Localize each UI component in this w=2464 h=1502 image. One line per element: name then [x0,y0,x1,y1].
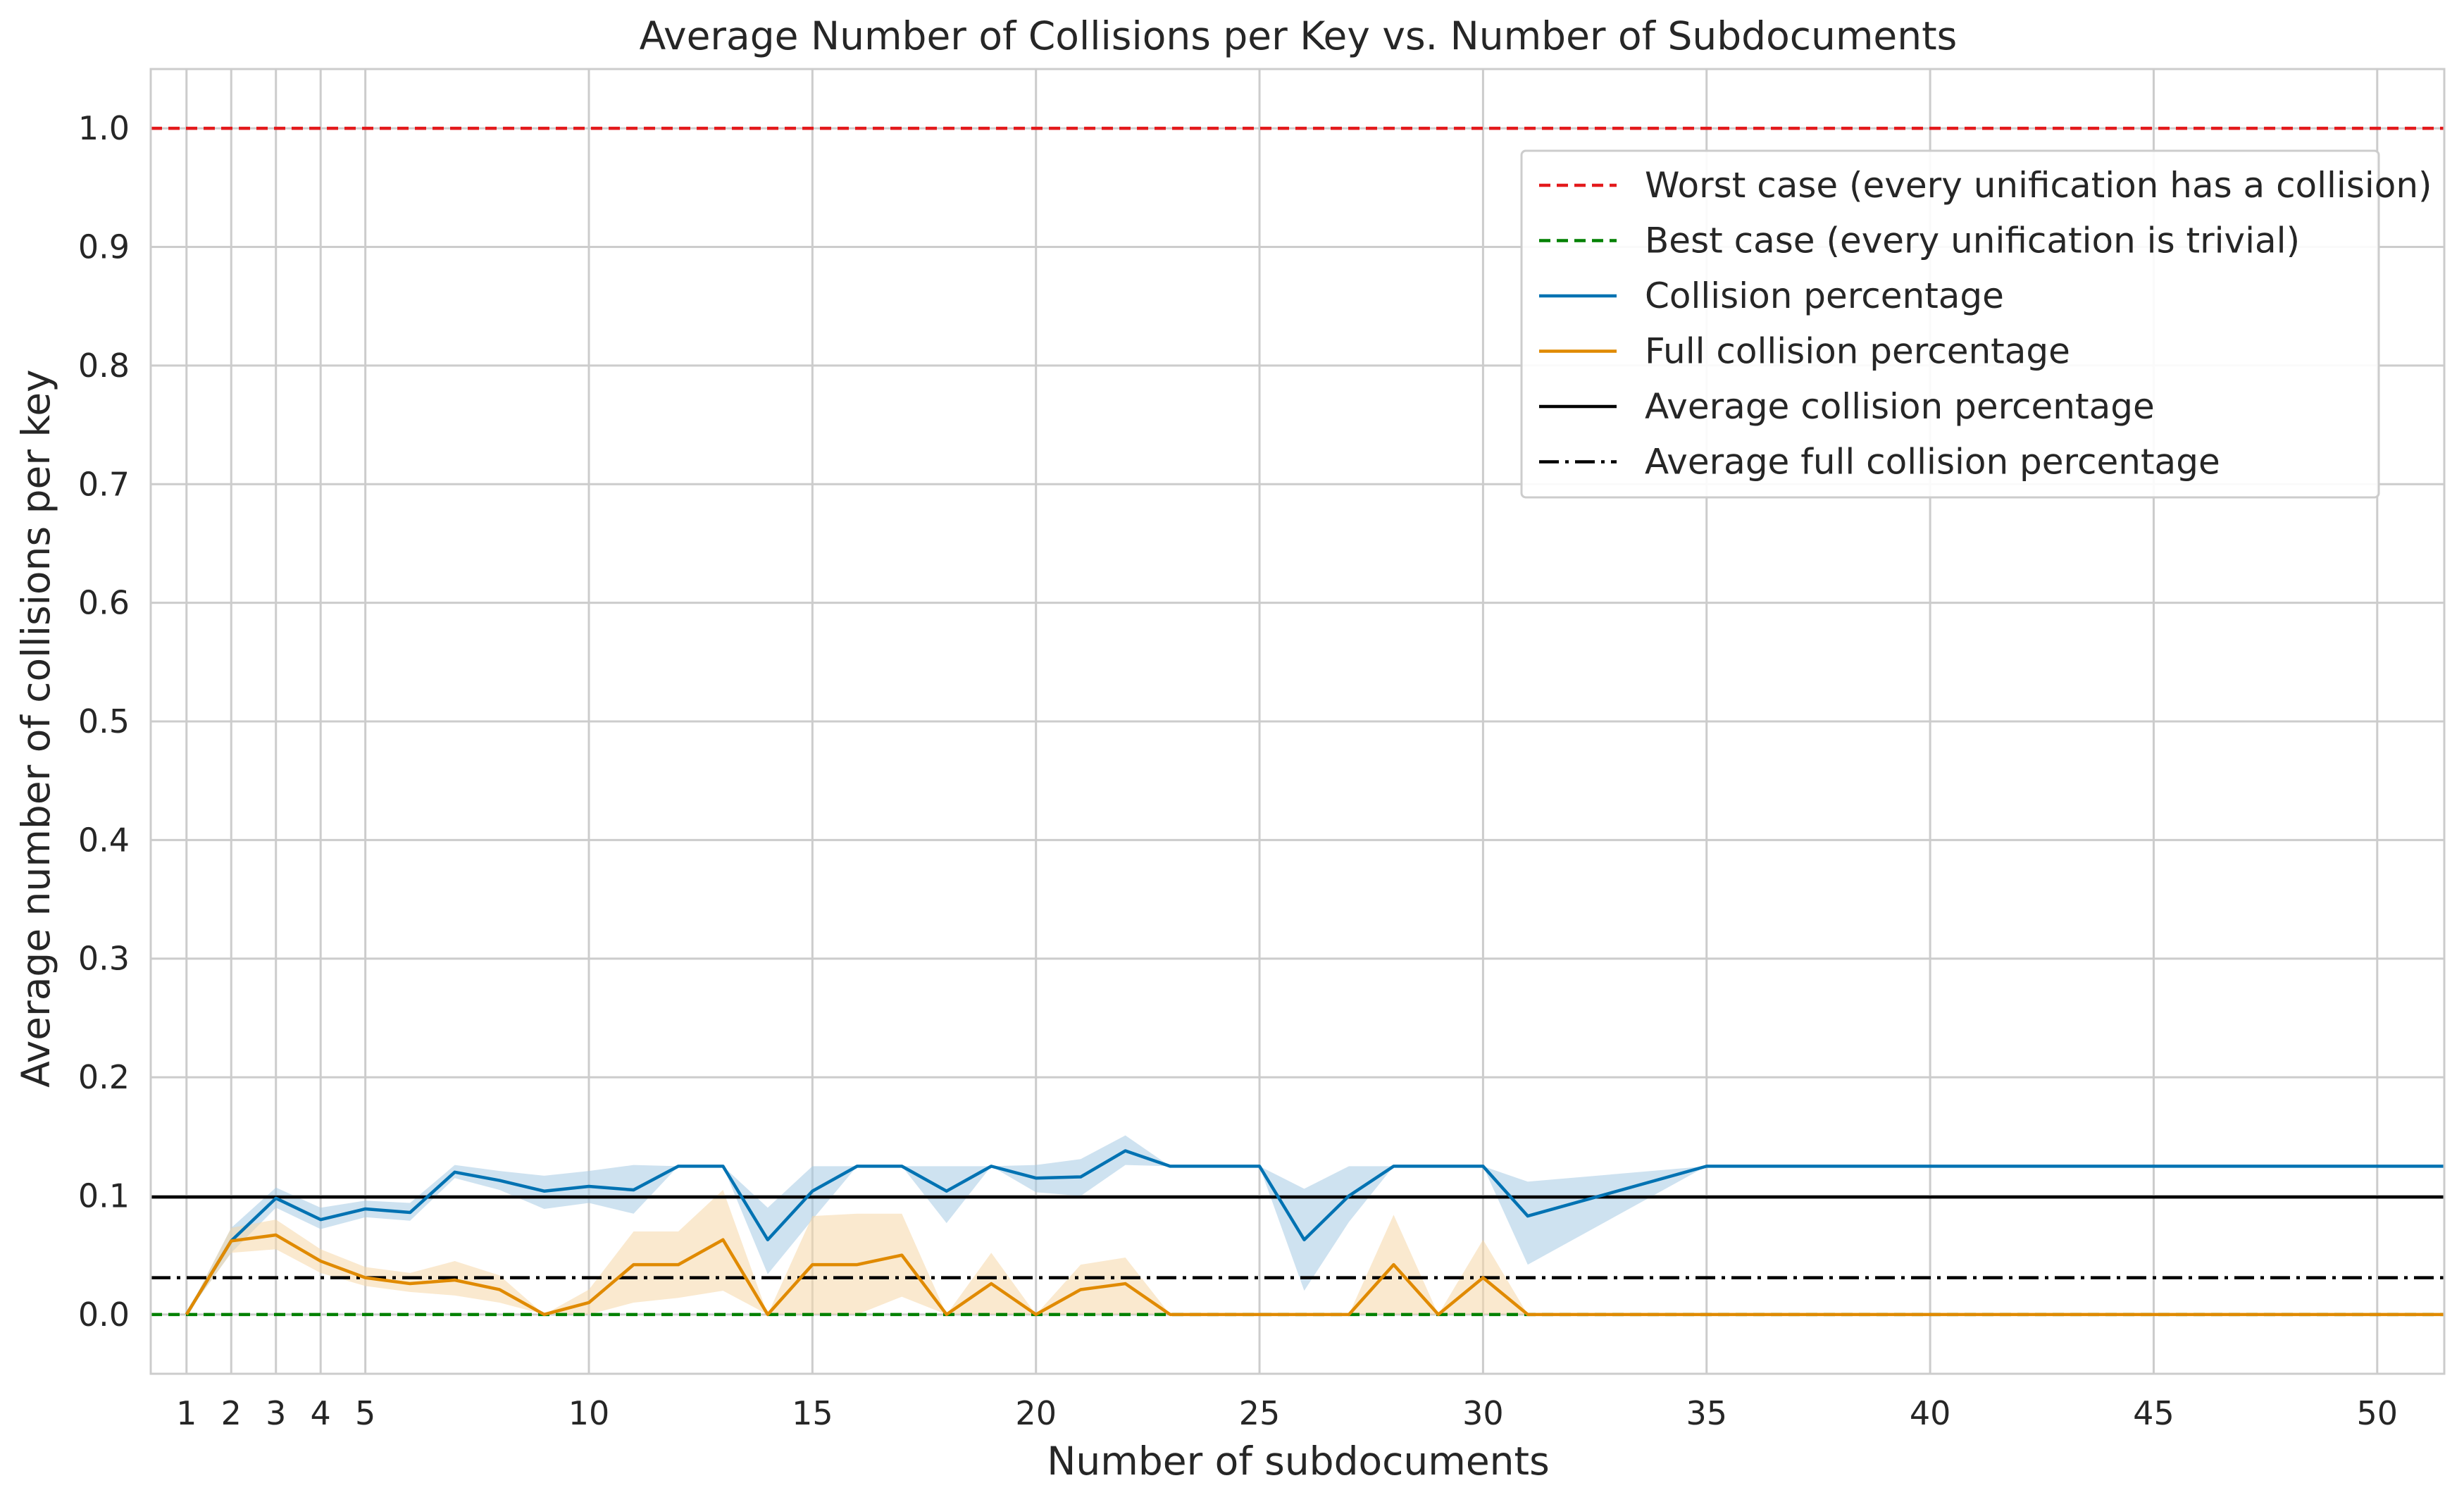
y-tick-label: 0.9 [78,228,130,266]
legend-entry: Worst case (every unification has a coll… [1645,165,2432,206]
x-tick-label: 15 [792,1394,833,1432]
y-tick-label: 0.0 [78,1296,130,1334]
y-axis-ticks: 0.0 0.1 0.2 0.3 0.4 0.5 0.6 0.7 0.8 0.9 1.0 [78,109,130,1334]
series-lines [185,1149,2444,1317]
y-tick-label: 0.8 [78,347,130,385]
legend-box [1520,149,2380,499]
confidence-band [186,1135,2444,1315]
y-tick-label: 0.7 [78,465,130,503]
y-tick-label: 0.6 [78,584,130,622]
y-tick-label: 0.3 [78,940,130,978]
series-line [185,1149,2444,1315]
x-tick-label: 45 [2133,1394,2174,1432]
legend-entry: Best case (every unification is trivial) [1645,221,2300,261]
confidence-bands [186,1135,2444,1315]
y-tick-label: 0.5 [78,702,130,740]
x-tick-label: 2 [221,1394,242,1432]
legend-entry: Collision percentage [1645,275,2004,316]
y-tick-label: 1.0 [78,109,130,147]
confidence-band [186,1190,2444,1315]
x-tick-label: 3 [266,1394,286,1432]
x-tick-label: 10 [568,1394,610,1432]
series-line [185,1233,2444,1317]
y-tick-label: 0.1 [78,1177,130,1215]
y-tick-label: 0.4 [78,821,130,859]
legend-entry: Average collision percentage [1645,386,2155,427]
x-tick-label: 4 [311,1394,331,1432]
legend-entry: Average full collision percentage [1645,442,2220,483]
y-tick-label: 0.2 [78,1058,130,1096]
x-tick-label: 5 [355,1394,375,1432]
x-tick-label: 50 [2357,1394,2398,1432]
y-axis-label: Average number of collisions per key [13,369,58,1087]
x-tick-label: 20 [1015,1394,1057,1432]
chart-title: Average Number of Collisions per Key vs.… [640,13,1958,58]
x-axis-ticks: 1 2 3 4 5 10 15 20 25 30 35 40 45 50 [176,1394,2398,1432]
x-axis-label: Number of subdocuments [1047,1439,1550,1484]
x-tick-label: 25 [1239,1394,1281,1432]
x-tick-label: 30 [1462,1394,1504,1432]
plot-frame [149,68,2446,1375]
x-tick-label: 40 [1910,1394,1951,1432]
legend-entry: Full collision percentage [1645,331,2070,372]
legend: Worst case (every unification has a coll… [1520,149,2432,499]
x-tick-label: 1 [176,1394,197,1432]
x-tick-label: 35 [1686,1394,1727,1432]
